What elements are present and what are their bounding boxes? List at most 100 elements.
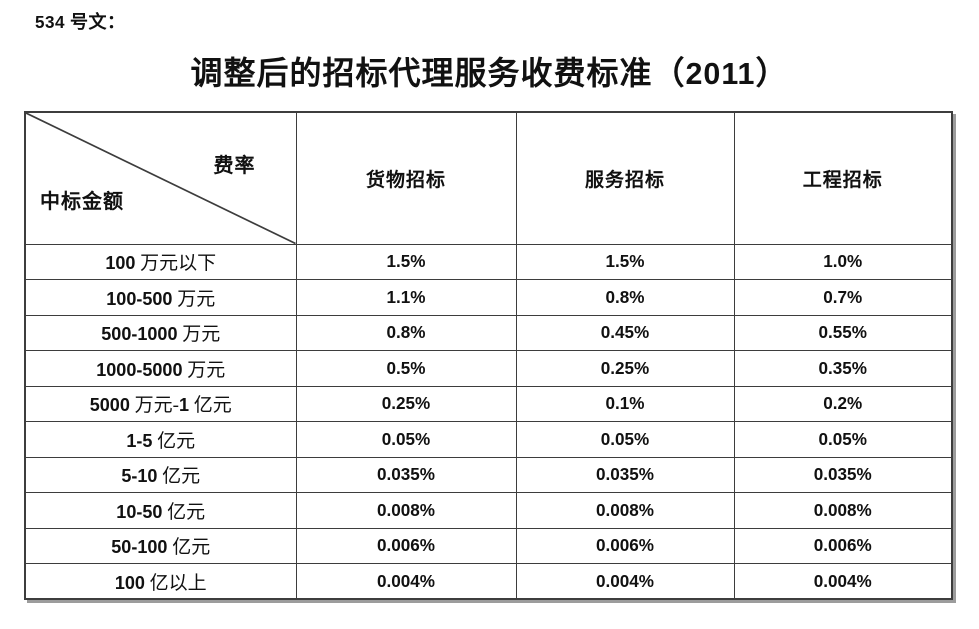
numeric-text: 0.035% bbox=[596, 465, 654, 485]
rate-value-cell: 0.8% bbox=[295, 314, 517, 351]
rate-value-cell: 0.008% bbox=[515, 492, 735, 529]
rate-value-cell: 0.25% bbox=[295, 385, 517, 422]
numeric-text: 0.004% bbox=[596, 571, 654, 591]
table-row: 100-500 万元 1.1% 0.8% 0.7% bbox=[24, 279, 953, 316]
rate-value-cell: 0.8% bbox=[515, 279, 735, 316]
row-label-amount-range: 1000-5000 万元 bbox=[24, 350, 297, 387]
fee-table-body: 100 万元以下 1.5% 1.5% 1.0% 100-500 万元 1.1% 0.8% 0.… bbox=[24, 243, 953, 600]
table-row: 100 万元以下 1.5% 1.5% 1.0% bbox=[24, 243, 953, 280]
numeric-text: 1-5 bbox=[126, 430, 153, 451]
numeric-text: 5000 bbox=[89, 395, 130, 416]
diagonal-header-cell: 费率 中标金额 bbox=[24, 111, 297, 245]
rate-value-cell: 0.004% bbox=[733, 563, 953, 600]
numeric-text: 1 bbox=[178, 395, 189, 416]
numeric-text: 1.5% bbox=[605, 252, 645, 272]
diagonal-divider-line bbox=[26, 113, 296, 244]
numeric-text: 0.35% bbox=[818, 358, 867, 378]
numeric-text: 534 bbox=[35, 13, 66, 32]
page-title: 调整后的招标代理服务收费标准（2011） bbox=[190, 55, 789, 91]
numeric-text: 0.25% bbox=[381, 394, 431, 414]
row-label-amount-range: 5-10 亿元 bbox=[24, 456, 297, 493]
rate-value-cell: 0.1% bbox=[515, 385, 735, 422]
rate-value-cell: 1.0% bbox=[733, 243, 953, 280]
rate-value-cell: 0.035% bbox=[515, 456, 735, 493]
rate-value-cell: 0.035% bbox=[295, 456, 517, 493]
numeric-text: 0.008% bbox=[813, 500, 872, 520]
numeric-text: 0.006% bbox=[377, 536, 435, 556]
numeric-text: 0.2% bbox=[823, 394, 863, 414]
rate-value-cell: 0.035% bbox=[733, 456, 953, 493]
numeric-text: 50-100 bbox=[111, 537, 168, 558]
numeric-text: 100 bbox=[105, 253, 136, 274]
numeric-text: 0.008% bbox=[596, 500, 654, 520]
numeric-text: 0.5% bbox=[386, 358, 426, 378]
numeric-text: 0.8% bbox=[386, 323, 426, 343]
rate-value-cell: 0.2% bbox=[733, 385, 953, 422]
numeric-text: 10-50 bbox=[116, 501, 163, 522]
numeric-text: 0.8% bbox=[605, 287, 645, 307]
rate-value-cell: 0.004% bbox=[295, 563, 517, 600]
table-row: 100 亿以上 0.004% 0.004% 0.004% bbox=[24, 563, 953, 600]
column-header-works-bidding: 工程招标 bbox=[733, 111, 953, 245]
table-row: 1-5 亿元 0.05% 0.05% 0.05% bbox=[24, 421, 953, 458]
row-label-amount-range: 10-50 亿元 bbox=[24, 492, 297, 529]
rate-value-cell: 0.006% bbox=[733, 527, 953, 564]
rate-value-cell: 0.008% bbox=[295, 492, 517, 529]
rate-value-cell: 1.1% bbox=[295, 279, 517, 316]
row-label-amount-range: 100 亿以上 bbox=[24, 563, 297, 600]
numeric-text: 0.1% bbox=[605, 394, 645, 414]
numeric-text: 0.035% bbox=[813, 465, 872, 485]
rate-value-cell: 0.004% bbox=[515, 563, 735, 600]
row-label-amount-range: 500-1000 万元 bbox=[24, 314, 297, 351]
numeric-text: 500-1000 bbox=[101, 324, 178, 345]
table-row: 1000-5000 万元 0.5% 0.25% 0.35% bbox=[24, 350, 953, 387]
rate-value-cell: 0.55% bbox=[733, 314, 953, 351]
numeric-text: 0.004% bbox=[377, 571, 435, 591]
numeric-text: 0.05% bbox=[381, 429, 431, 449]
numeric-text: 0.006% bbox=[596, 536, 654, 556]
numeric-text: 0.45% bbox=[600, 323, 650, 343]
column-header-goods-bidding: 货物招标 bbox=[295, 111, 517, 245]
rate-value-cell: 0.25% bbox=[515, 350, 735, 387]
numeric-text: 0.035% bbox=[377, 465, 435, 485]
row-label-amount-range: 50-100 亿元 bbox=[24, 527, 297, 564]
corner-label-rate: 费率 bbox=[213, 155, 256, 177]
numeric-text: 0.006% bbox=[813, 536, 872, 556]
rate-value-cell: 1.5% bbox=[515, 243, 735, 280]
row-label-amount-range: 1-5 亿元 bbox=[24, 421, 297, 458]
numeric-text: 0.7% bbox=[823, 287, 863, 307]
rate-value-cell: 0.05% bbox=[733, 421, 953, 458]
numeric-text: 0.05% bbox=[818, 429, 867, 449]
rate-value-cell: 0.008% bbox=[733, 492, 953, 529]
doc-number-label: 534 号文： bbox=[35, 12, 126, 32]
row-label-amount-range: 100-500 万元 bbox=[24, 279, 297, 316]
numeric-text: 100-500 bbox=[106, 288, 173, 309]
rate-value-cell: 0.7% bbox=[733, 279, 953, 316]
row-label-amount-range: 100 万元以下 bbox=[24, 243, 297, 280]
numeric-text: 1.1% bbox=[386, 287, 426, 307]
rate-value-cell: 1.5% bbox=[295, 243, 517, 280]
numeric-text: 0.55% bbox=[818, 323, 867, 343]
corner-label-bid-amount: 中标金额 bbox=[40, 190, 124, 213]
numeric-text: 5-10 bbox=[121, 466, 158, 487]
column-header-service-bidding: 服务招标 bbox=[515, 111, 735, 245]
table-row: 5-10 亿元 0.035% 0.035% 0.035% bbox=[24, 456, 953, 493]
numeric-text: 0.25% bbox=[600, 358, 650, 378]
table-row: 50-100 亿元 0.006% 0.006% 0.006% bbox=[24, 527, 953, 564]
rate-value-cell: 0.5% bbox=[295, 350, 517, 387]
numeric-text: 1000-5000 bbox=[96, 359, 183, 380]
numeric-text: 2011 bbox=[685, 57, 756, 91]
rate-value-cell: 0.006% bbox=[515, 527, 735, 564]
fee-table: 费率 中标金额 货物招标 服务招标 工程招标 100 万元以下 1.5% 1.5% 1… bbox=[24, 111, 953, 600]
rate-value-cell: 0.45% bbox=[515, 314, 735, 351]
rate-value-cell: 0.35% bbox=[733, 350, 953, 387]
table-row: 10-50 亿元 0.008% 0.008% 0.008% bbox=[24, 492, 953, 529]
numeric-text: 100 bbox=[114, 572, 145, 593]
row-label-amount-range: 5000 万元-1 亿元 bbox=[24, 385, 297, 422]
rate-value-cell: 0.05% bbox=[515, 421, 735, 458]
numeric-text: 1.5% bbox=[386, 252, 426, 272]
rate-value-cell: 0.05% bbox=[295, 421, 517, 458]
numeric-text: 0.05% bbox=[600, 429, 650, 449]
table-row: 500-1000 万元 0.8% 0.45% 0.55% bbox=[24, 314, 953, 351]
